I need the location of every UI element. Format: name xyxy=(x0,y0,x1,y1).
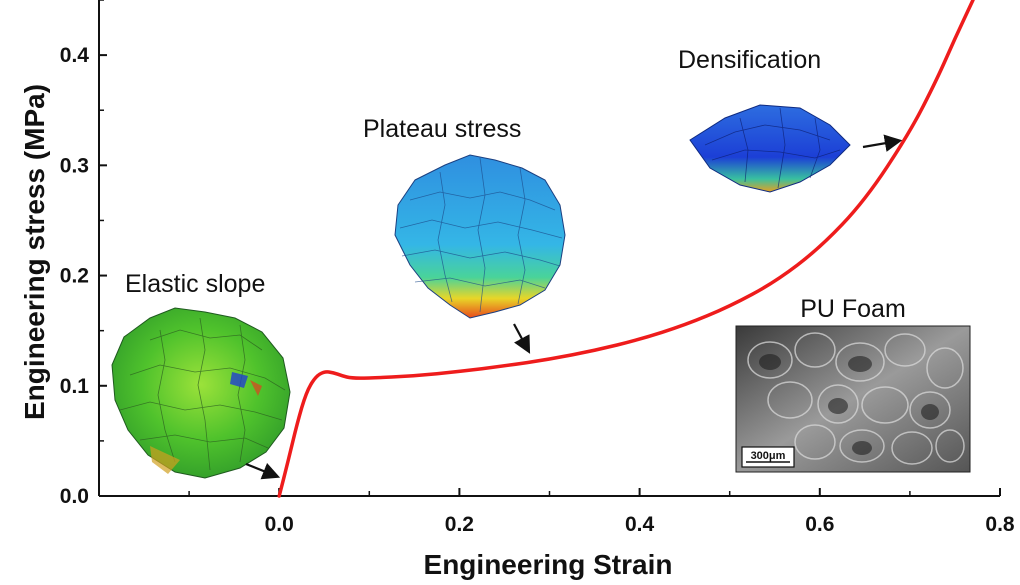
y-tick-label: 0.4 xyxy=(60,44,90,67)
x-axis-title: Engineering Strain xyxy=(424,549,673,580)
pu-foam-label: PU Foam xyxy=(800,295,906,323)
stress-strain-curve xyxy=(277,0,975,498)
x-tick-label: 0.2 xyxy=(445,513,474,536)
y-tick-label: 0.1 xyxy=(60,375,90,398)
x-ticks: 0.0 0.2 0.4 0.6 0.8 xyxy=(188,488,1015,536)
elastic-foam-illustration xyxy=(111,307,291,479)
elastic-slope-label: Elastic slope xyxy=(125,270,265,298)
sem-image: 300μm xyxy=(735,325,971,473)
plateau-foam-illustration xyxy=(394,154,566,319)
x-tick-label: 0.6 xyxy=(805,513,834,536)
plateau-stress-label: Plateau stress xyxy=(363,115,521,143)
scale-bar-label: 300μm xyxy=(751,450,786,462)
y-tick-label: 0.3 xyxy=(60,154,89,177)
y-tick-label: 0.2 xyxy=(60,265,89,288)
y-ticks: 0.0 0.1 0.2 0.3 0.4 xyxy=(60,0,107,508)
y-axis-title: Engineering stress (MPa) xyxy=(19,84,50,420)
y-tick-label: 0.0 xyxy=(60,485,89,508)
densification-arrow xyxy=(862,134,903,152)
densification-foam-illustration xyxy=(689,104,851,193)
x-tick-label: 0.8 xyxy=(985,513,1015,536)
x-tick-label: 0.4 xyxy=(625,513,655,536)
x-tick-label: 0.0 xyxy=(265,513,294,536)
densification-label: Densification xyxy=(678,46,821,74)
series-layer xyxy=(277,0,975,498)
elastic-arrow xyxy=(245,462,281,480)
plateau-arrow xyxy=(513,323,531,354)
